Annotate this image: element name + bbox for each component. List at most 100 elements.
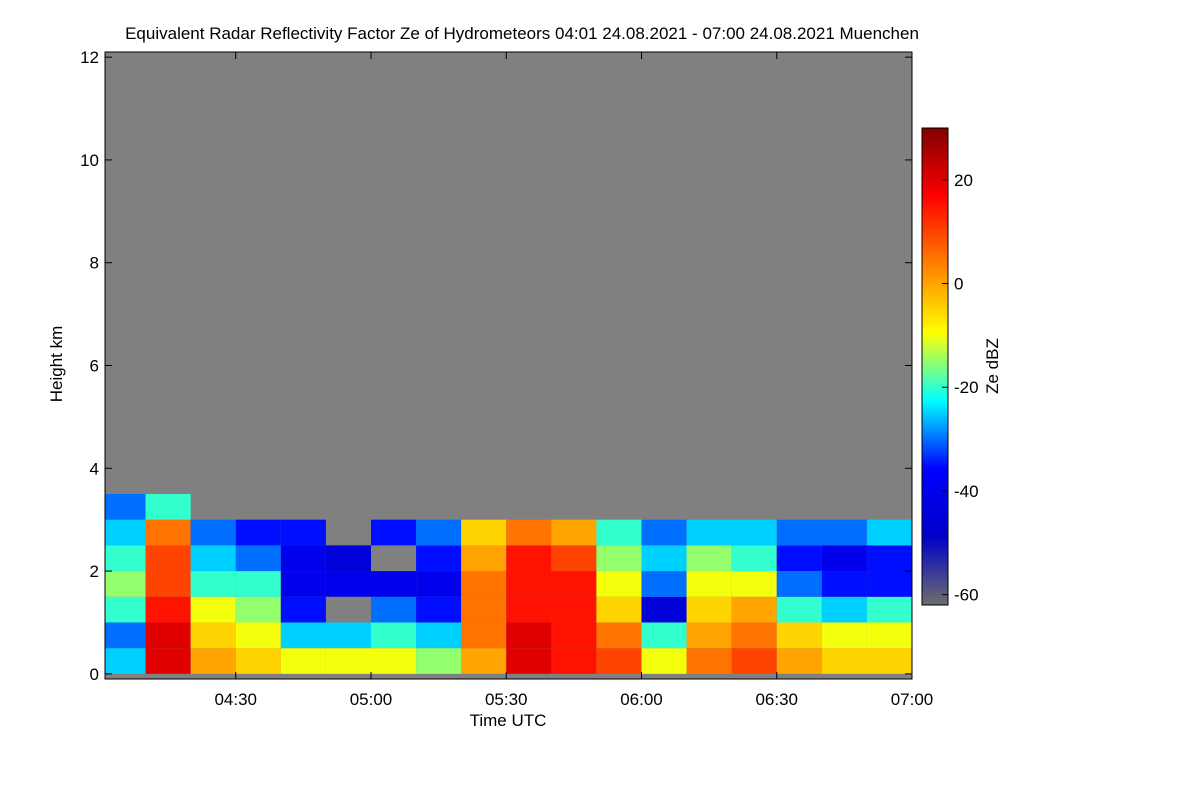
heatmap-cell: [416, 545, 462, 572]
heatmap-cell: [190, 545, 236, 572]
heatmap-cell: [105, 519, 146, 546]
heatmap-cell: [506, 545, 552, 572]
heatmap-cell: [731, 545, 777, 572]
heatmap-cell: [686, 519, 732, 546]
heatmap-cell: [235, 648, 281, 674]
heatmap-cell: [105, 622, 146, 649]
heatmap-cell: [641, 571, 687, 597]
heatmap-cell: [235, 571, 281, 597]
heatmap-cell: [280, 596, 326, 623]
heatmap-cell: [280, 648, 326, 674]
heatmap-cell: [280, 571, 326, 597]
x-tick-label: 06:30: [755, 690, 798, 709]
heatmap-cell: [370, 596, 417, 623]
heatmap-cell: [776, 596, 822, 623]
y-tick-label: 8: [90, 254, 99, 273]
heatmap-cell: [821, 622, 867, 649]
heatmap-cell: [731, 648, 777, 674]
heatmap-cell: [731, 519, 777, 546]
heatmap-cell: [596, 571, 642, 597]
heatmap-cell: [776, 622, 822, 649]
heatmap-cell: [641, 648, 687, 674]
heatmap-cell: [416, 519, 462, 546]
heatmap-cell: [641, 596, 687, 623]
heatmap-cell: [506, 519, 552, 546]
heatmap-cell: [866, 622, 912, 649]
heatmap-cell: [866, 596, 912, 623]
heatmap-cell: [641, 622, 687, 649]
heatmap-cell: [461, 571, 507, 597]
y-tick-label: 6: [90, 357, 99, 376]
heatmap-cell: [325, 545, 371, 572]
heatmap-cell: [461, 519, 507, 546]
heatmap-cell: [416, 596, 462, 623]
x-tick-label: 06:00: [620, 690, 663, 709]
heatmap-cell: [416, 622, 462, 649]
x-axis-label: Time UTC: [470, 711, 547, 730]
heatmap-cell: [190, 648, 236, 674]
heatmap-cell: [145, 596, 191, 623]
heatmap-cell: [461, 596, 507, 623]
heatmap-cell: [596, 622, 642, 649]
heatmap-cell: [776, 571, 822, 597]
heatmap-cell: [821, 571, 867, 597]
heatmap-cell: [145, 519, 191, 546]
heatmap-cell: [596, 648, 642, 674]
heatmap-cell: [731, 571, 777, 597]
heatmap-cell: [551, 545, 597, 572]
heatmap-cell: [821, 596, 867, 623]
heatmap-cell: [821, 648, 867, 674]
heatmap-cell: [641, 519, 687, 546]
heatmap-cell: [190, 519, 236, 546]
colorbar-label: Ze dBZ: [983, 338, 1002, 394]
heatmap-cell: [105, 596, 146, 623]
heatmap-cell: [731, 622, 777, 649]
heatmap-cell: [506, 596, 552, 623]
y-tick-label: 4: [90, 459, 99, 478]
heatmap-cell: [866, 519, 912, 546]
heatmap-cell: [551, 648, 597, 674]
heatmap-cell: [325, 622, 371, 649]
y-tick-label: 0: [90, 665, 99, 684]
heatmap-cell: [686, 596, 732, 623]
heatmap-cell: [416, 648, 462, 674]
heatmap-cell: [145, 545, 191, 572]
x-tick-label: 07:00: [891, 690, 934, 709]
colorbar-tick-label: -20: [954, 378, 979, 397]
heatmap-cell: [596, 519, 642, 546]
heatmap-cell: [190, 571, 236, 597]
heatmap-cell: [776, 519, 822, 546]
x-tick-label: 05:00: [350, 690, 393, 709]
colorbar-tick-label: -40: [954, 482, 979, 501]
heatmap-cell: [370, 622, 417, 649]
heatmap-cell: [280, 622, 326, 649]
heatmap-cell: [686, 648, 732, 674]
heatmap-cell: [190, 596, 236, 623]
heatmap-cell: [461, 648, 507, 674]
heatmap-cell: [105, 571, 146, 597]
heatmap-cell: [280, 519, 326, 546]
heatmap-cell: [416, 571, 462, 597]
colorbar-tick-label: 0: [954, 275, 963, 294]
heatmap-cell: [325, 648, 371, 674]
heatmap-cell: [596, 545, 642, 572]
heatmap-cell: [235, 545, 281, 572]
heatmap-cell: [551, 596, 597, 623]
y-tick-label: 10: [80, 151, 99, 170]
heatmap-cell: [506, 648, 552, 674]
heatmap-cell: [686, 622, 732, 649]
heatmap-cell: [776, 648, 822, 674]
y-axis-label: Height km: [47, 326, 66, 403]
colorbar-tick-label: -60: [954, 586, 979, 605]
heatmap-cell: [145, 571, 191, 597]
heatmap-cell: [866, 648, 912, 674]
heatmap-cell: [461, 545, 507, 572]
colorbar: [921, 127, 949, 606]
heatmap-cell: [776, 545, 822, 572]
heatmap-cell: [866, 545, 912, 572]
heatmap-cell: [821, 545, 867, 572]
x-tick-label: 05:30: [485, 690, 528, 709]
heatmap-cell: [370, 571, 417, 597]
heatmap-cell: [370, 519, 417, 546]
